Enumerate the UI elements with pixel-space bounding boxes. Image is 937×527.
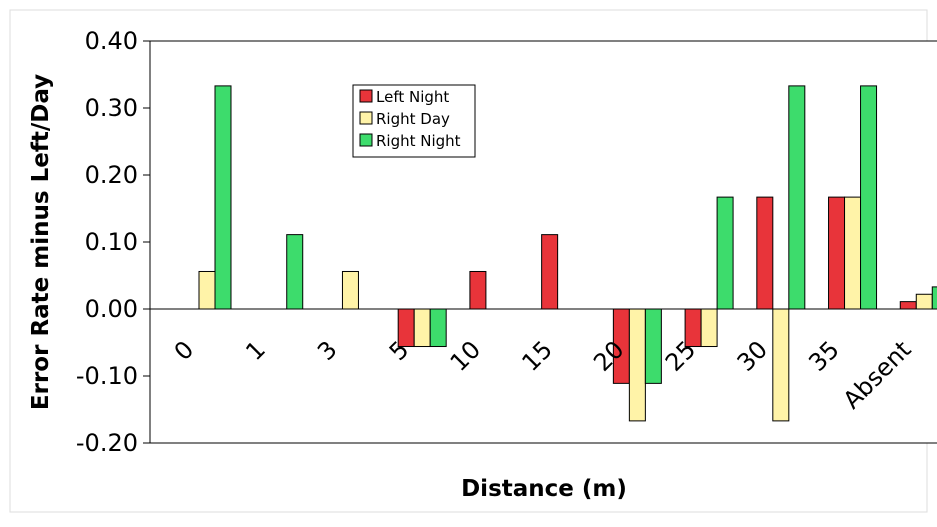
bar-left-night <box>684 308 702 348</box>
y-tick-label: 0.00 <box>85 295 138 323</box>
bar-left-night <box>397 308 415 348</box>
legend-box <box>352 84 476 158</box>
y-tick-label: -0.10 <box>76 362 138 390</box>
bar-right-day <box>341 270 359 310</box>
legend-swatch <box>359 133 373 147</box>
bar-right-night <box>860 85 878 310</box>
bar-right-day <box>700 308 718 348</box>
bar-left-night <box>469 270 487 310</box>
bar-right-night <box>286 234 304 310</box>
bar-right-night <box>429 308 447 348</box>
bar-right-night <box>788 85 806 310</box>
bar-left-night <box>756 196 774 310</box>
bar-right-day <box>772 308 790 422</box>
y-tick-label: 0.10 <box>85 228 138 256</box>
bar-left-night <box>828 196 846 310</box>
legend: Left Night Right Day Right Night <box>352 84 476 158</box>
bar-right-day <box>628 308 646 422</box>
bar-left-night <box>899 301 917 310</box>
legend-label: Left Night <box>376 88 449 106</box>
y-axis-ticks: 0.40 0.30 0.20 0.10 0.00 -0.10 -0.20 <box>76 27 150 457</box>
bar-right-day <box>844 196 862 310</box>
y-tick-label: 0.40 <box>85 27 138 55</box>
bar-right-night <box>644 308 662 384</box>
bar-right-day <box>198 270 216 310</box>
y-tick-label: 0.30 <box>85 94 138 122</box>
bar-right-day <box>413 308 431 348</box>
y-tick-label: -0.20 <box>76 429 138 457</box>
legend-swatch <box>359 111 373 125</box>
bar-right-night <box>931 286 937 310</box>
x-axis-title: Distance (m) <box>461 476 627 502</box>
bar-left-night <box>541 234 559 310</box>
y-tick-label: 0.20 <box>85 161 138 189</box>
y-axis-title: Error Rate minus Left/Day <box>28 74 54 410</box>
bar-right-night <box>214 85 232 310</box>
legend-swatch <box>359 89 373 103</box>
bar-right-night <box>716 196 734 310</box>
legend-label: Right Night <box>376 132 461 150</box>
legend-label: Right Day <box>376 110 450 128</box>
bars <box>198 85 937 422</box>
bar-right-day <box>915 293 933 310</box>
